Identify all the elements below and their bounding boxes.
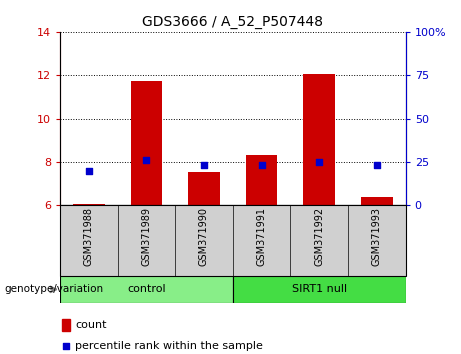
Bar [303,74,335,205]
Text: count: count [76,320,107,330]
Text: control: control [127,284,165,295]
Bar [130,81,162,205]
Bar [188,172,220,205]
Point [315,159,323,165]
Text: SIRT1 null: SIRT1 null [292,284,347,295]
Bar [361,197,393,205]
Point [85,168,92,173]
Bar [73,204,105,205]
Point [142,158,150,163]
Bar [62,319,70,331]
Point [62,343,70,349]
Point [258,162,266,168]
Text: GSM371992: GSM371992 [314,207,324,266]
Text: percentile rank within the sample: percentile rank within the sample [76,341,263,351]
Text: GSM371991: GSM371991 [257,207,266,266]
Text: GSM371988: GSM371988 [84,207,94,266]
Text: GSM371990: GSM371990 [199,207,209,266]
Text: GSM371989: GSM371989 [142,207,151,266]
Title: GDS3666 / A_52_P507448: GDS3666 / A_52_P507448 [142,16,323,29]
Point [200,162,207,168]
Bar [246,155,278,205]
Bar [233,276,406,303]
Point [373,162,381,168]
Bar [60,276,233,303]
Text: genotype/variation: genotype/variation [5,284,104,295]
Text: GSM371993: GSM371993 [372,207,382,266]
